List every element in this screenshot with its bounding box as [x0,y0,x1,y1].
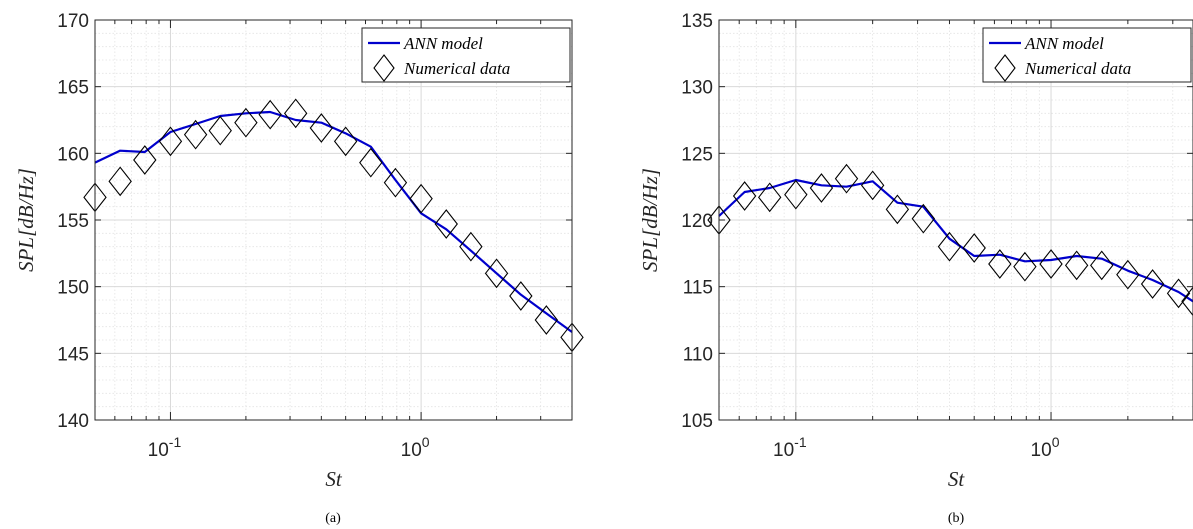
data-point-diamond [534,305,559,335]
data-point-diamond [809,173,834,203]
x-tick-label: 100 [401,434,430,461]
y-axis-label: SPL[dB/Hz] [14,168,38,272]
data-point-diamond [732,181,757,211]
data-point-diamond [1116,259,1140,290]
data-point-diamond [834,163,859,194]
data-point-diamond [309,113,334,143]
legend-entry-label: Numerical data [1024,59,1131,78]
data-point-diamond [988,249,1012,279]
y-tick-label: 160 [57,144,89,165]
data-point-diamond [1140,269,1165,299]
y-tick-label: 120 [681,211,713,232]
data-point-diamond [234,107,258,138]
data-point-diamond [158,126,183,157]
data-point-diamond [208,115,232,146]
data-point-diamond [283,98,308,129]
y-tick-label: 115 [683,278,713,299]
x-tick-label: 10-1 [773,434,807,461]
data-point-diamond [911,203,936,234]
data-point-diamond [509,281,533,311]
data-point-diamond [1064,250,1089,281]
legend-box [361,27,571,83]
y-tick-label: 130 [681,78,713,99]
data-point-diamond [434,209,458,239]
data-point-diamond [409,183,433,214]
data-point-diamond [258,99,282,130]
legend: ANN model Numerical data [361,27,571,83]
data-point-diamond [183,119,208,150]
legend-diamond-swatch [994,54,1016,82]
data-point-diamond [359,147,383,178]
ticks [718,19,1193,421]
data-point-diamond [784,179,808,210]
data-point-diamond [108,166,132,197]
x-axis-label: St [948,467,966,491]
y-tick-label: 170 [57,11,89,32]
legend-entry-label: ANN model [403,34,483,53]
data-point-diamond [1013,251,1037,282]
chart-panel-2: 105 110 115 120 125 130 135 10-1 100 St SPL[dB/Hz]… [638,11,1193,526]
panel-caption: (b) [948,511,965,526]
legend-entry-label: ANN model [1024,34,1104,53]
legend-entry-label: Numerical data [403,59,510,78]
legend: ANN model Numerical data [982,27,1192,83]
legend-diamond-swatch [373,54,395,82]
chart-panel-1: 140 145 150 155 160 165 170 10-1 100 St SPL[dB/Hz]… [14,11,584,526]
y-tick-label: 125 [681,144,713,165]
x-tick-label: 100 [1031,434,1060,461]
data-point-diamond [937,231,962,262]
series-line-ann-model [94,110,573,333]
x-tick-label: 10-1 [148,434,182,461]
ticks [94,19,573,421]
y-tick-label: 165 [57,78,89,99]
y-tick-label: 105 [681,411,713,432]
data-point-diamond [1181,286,1193,317]
x-axis-label: St [325,467,343,491]
data-point-diamond [333,126,358,157]
y-tick-label: 110 [683,344,713,365]
series-markers-numerical-data [707,163,1193,317]
data-point-diamond [459,231,483,262]
data-point-diamond [1039,249,1063,279]
series-line-ann-model [718,178,1193,303]
data-point-diamond [885,194,910,225]
data-point-diamond [860,170,885,201]
data-point-diamond [757,182,782,213]
grid [94,19,573,421]
panel-caption: (a) [325,511,341,526]
legend-box [982,27,1192,83]
data-point-diamond [962,233,986,263]
data-point-diamond [484,258,509,289]
data-point-diamond [1166,278,1191,309]
y-tick-label: 145 [57,344,89,365]
y-tick-label: 135 [681,11,713,32]
data-point-diamond [383,167,408,198]
y-axis-label: SPL[dB/Hz] [638,168,662,272]
series-markers-numerical-data [83,98,584,353]
data-point-diamond [1090,250,1114,281]
y-tick-label: 155 [57,211,89,232]
data-point-diamond [133,145,157,175]
y-tick-label: 140 [57,411,89,432]
y-tick-label: 150 [57,278,89,299]
